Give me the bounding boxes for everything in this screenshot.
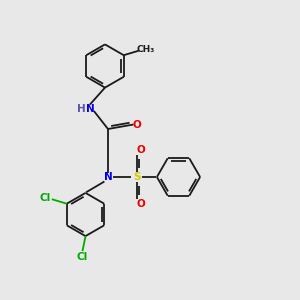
Text: CH₃: CH₃ [136,45,155,54]
Text: O: O [136,199,146,209]
Text: O: O [136,145,146,155]
Text: H: H [76,104,85,115]
Text: N: N [85,104,94,115]
Text: Cl: Cl [40,193,51,203]
Text: N: N [103,172,112,182]
Text: S: S [133,172,140,182]
Text: Cl: Cl [77,252,88,262]
Text: O: O [133,119,142,130]
